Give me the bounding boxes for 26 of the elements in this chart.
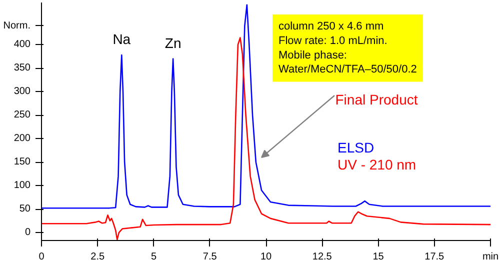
y-tick-label: 350 <box>14 62 31 74</box>
x-tick-label: 17.5 <box>424 252 445 262</box>
annotation: Final Product <box>335 92 418 108</box>
y-tick-label: 50 <box>19 204 31 215</box>
annotation: Na <box>112 31 131 48</box>
y-tick-label: 0 <box>24 227 31 238</box>
y-tick-label: 200 <box>14 133 31 144</box>
y-tick-label: 100 <box>14 180 31 192</box>
y-tick-label: 300 <box>14 86 31 98</box>
line-series <box>42 4 490 209</box>
y-tick-label: 150 <box>14 156 31 168</box>
x-tick-label: 10 <box>260 252 272 262</box>
text: ELSD <box>338 140 374 156</box>
y-tick-label: Norm. <box>3 20 31 32</box>
annotation: column 250 x 4.6 mm Flow rate: 1.0 mL/min. Mobile phase: Water/MeCN/TFA–50/50/0.2 <box>278 20 417 76</box>
x-tick-label: 0 <box>38 252 45 262</box>
x-tick-label: 5 <box>150 252 157 262</box>
annotation: Zn <box>164 34 182 51</box>
x-tick-label: min <box>482 252 499 262</box>
y-tick-label: 400 <box>14 39 31 50</box>
x-tick-label: 15 <box>372 252 384 262</box>
x-tick-label: 12.5 <box>312 252 332 262</box>
x-tick-label: 2.5 <box>90 252 106 262</box>
y-tick-label: 250 <box>14 110 31 121</box>
text: UV - 210 nm <box>338 156 416 172</box>
x-tick-label: 7.5 <box>202 252 218 262</box>
